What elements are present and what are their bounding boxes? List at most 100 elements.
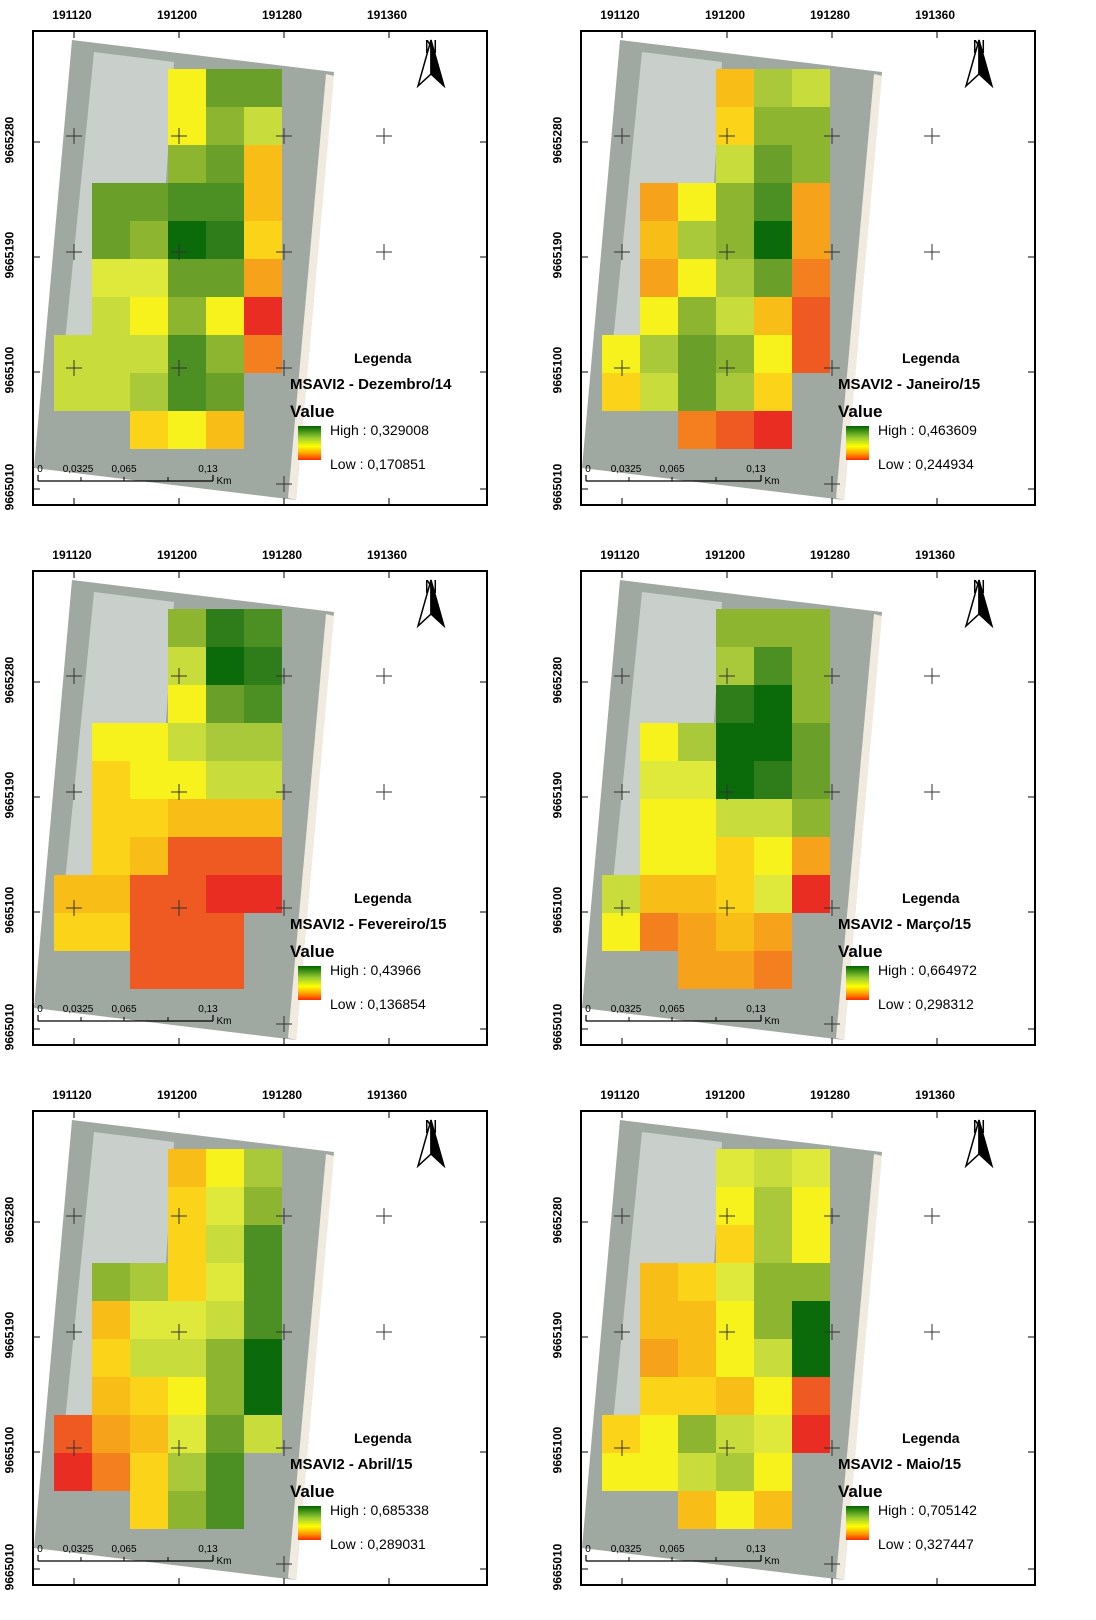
raster-cell xyxy=(792,107,830,145)
scale-label: 0,0325 xyxy=(610,464,642,475)
road-strip xyxy=(288,74,334,500)
raster-cell xyxy=(244,259,282,297)
raster-cell xyxy=(244,107,282,145)
grid-cross xyxy=(924,244,940,260)
grid-cross xyxy=(376,128,392,144)
grid-cross xyxy=(614,1208,630,1224)
grid-cross xyxy=(171,1208,187,1224)
raster-cell xyxy=(244,1415,282,1453)
map-canvas xyxy=(34,1112,486,1584)
map-frame: N Legenda MSAVI2 - Março/15 Value High :… xyxy=(580,570,1036,1046)
raster-cell xyxy=(640,183,678,221)
raster-cell xyxy=(678,1377,716,1415)
raster-cell xyxy=(130,335,168,373)
x-tick-label: 191360 xyxy=(914,1088,956,1102)
scale-bar-line xyxy=(37,1015,214,1022)
legend-low-value: Low : 0,136854 xyxy=(330,996,426,1012)
scale-unit: Km xyxy=(216,1556,232,1567)
raster-cell xyxy=(716,145,754,183)
raster-cell xyxy=(168,335,206,373)
north-arrow: N xyxy=(962,38,996,108)
scale-label: 0,065 xyxy=(111,1004,137,1015)
raster-cell xyxy=(640,1415,678,1453)
raster-cell xyxy=(640,761,678,799)
raster-cell xyxy=(640,1263,678,1301)
y-tick-label: 9665280 xyxy=(2,116,17,164)
raster-cell xyxy=(640,373,678,411)
raster-cell xyxy=(92,913,130,951)
raster-cell xyxy=(716,1491,754,1529)
raster-cell xyxy=(792,761,830,799)
raster-cell xyxy=(130,799,168,837)
raster-cell xyxy=(54,335,92,373)
legend-map-title: MSAVI2 - Janeiro/15 xyxy=(838,376,981,393)
raster-cell xyxy=(206,761,244,799)
raster-cell xyxy=(206,373,244,411)
grid-cross xyxy=(171,900,187,916)
north-arrow-icon xyxy=(416,1119,446,1168)
legend-color-ramp xyxy=(298,966,321,1000)
raster-cell xyxy=(168,951,206,989)
y-tick-label: 9665100 xyxy=(550,886,565,934)
legend-heading: Legenda xyxy=(902,890,960,906)
legend-value-label: Value xyxy=(290,942,335,961)
raster-cell xyxy=(168,1491,206,1529)
raster-cell xyxy=(678,1301,716,1339)
x-tick-label: 191120 xyxy=(52,548,92,562)
legend-heading: Legenda xyxy=(354,890,412,906)
road-strip xyxy=(288,1154,334,1580)
raster-cell xyxy=(244,335,282,373)
scale-label: 0 xyxy=(585,1004,591,1015)
scale-bar-line xyxy=(37,1555,214,1562)
x-tick-label: 191120 xyxy=(600,1088,640,1102)
raster-cell xyxy=(754,1301,792,1339)
scale-unit: Km xyxy=(764,476,780,487)
raster-cell xyxy=(92,1415,130,1453)
grid-cross xyxy=(924,784,940,800)
raster-cell xyxy=(792,685,830,723)
y-tick-label: 9665010 xyxy=(550,463,565,511)
raster-cell xyxy=(792,1187,830,1225)
raster-cell xyxy=(206,609,244,647)
grid-cross xyxy=(171,784,187,800)
raster-cell xyxy=(678,259,716,297)
grid-cross xyxy=(171,1324,187,1340)
scale-label: 0,13 xyxy=(746,1544,766,1555)
raster-cell xyxy=(716,799,754,837)
legend-map-title: MSAVI2 - Março/15 xyxy=(838,916,972,933)
raster-cell xyxy=(130,761,168,799)
raster-cell xyxy=(206,1453,244,1491)
raster-cell xyxy=(792,183,830,221)
raster-cell xyxy=(792,1225,830,1263)
raster-cell xyxy=(54,875,92,913)
raster-cell xyxy=(168,1453,206,1491)
scale-bar-line xyxy=(585,1555,762,1562)
raster-cell xyxy=(244,723,282,761)
raster-cell xyxy=(92,1339,130,1377)
grid-cross xyxy=(376,668,392,684)
grid-cross xyxy=(824,1324,840,1340)
raster-cell xyxy=(168,411,206,449)
map-panel-6: 191120 191200 191280 191360 9665280 9665… xyxy=(548,1080,1096,1620)
raster-cell xyxy=(716,685,754,723)
raster-cell xyxy=(754,685,792,723)
raster-cell xyxy=(716,837,754,875)
grid-cross xyxy=(171,244,187,260)
raster-cell xyxy=(792,1301,830,1339)
raster-cell xyxy=(92,335,130,373)
grid-cross xyxy=(719,668,735,684)
raster-cell xyxy=(244,69,282,107)
raster-cell xyxy=(92,723,130,761)
x-tick-label: 191280 xyxy=(809,8,851,22)
raster-cell xyxy=(716,1453,754,1491)
y-tick-label: 9665190 xyxy=(2,1311,17,1359)
raster-cell xyxy=(206,1301,244,1339)
grid-cross xyxy=(824,784,840,800)
raster-cell xyxy=(168,145,206,183)
grid-cross xyxy=(719,360,735,376)
raster-cell xyxy=(130,259,168,297)
raster-cell xyxy=(792,1339,830,1377)
x-tick-label: 191120 xyxy=(52,1088,92,1102)
raster-cell xyxy=(168,1415,206,1453)
raster-cell xyxy=(678,1453,716,1491)
